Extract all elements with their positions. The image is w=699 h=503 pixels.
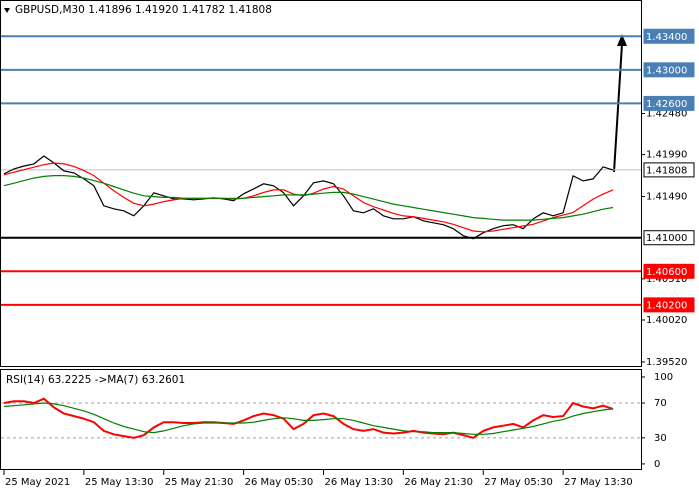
- x-tick-label: 25 May 2021: [5, 477, 70, 488]
- rsi-title: RSI(14) 63.2225 ->MA(7) 63.2601: [6, 374, 185, 386]
- collapse-icon[interactable]: [4, 8, 10, 13]
- x-tick-label: 25 May 21:30: [165, 477, 234, 488]
- level-label-box: [643, 263, 695, 279]
- chart-title: GBPUSD,M30 1.41896 1.41920 1.41782 1.418…: [15, 4, 272, 16]
- level-label: 1.40600: [646, 267, 687, 278]
- y-tick-label: 0: [654, 459, 660, 470]
- level-label: 1.43000: [646, 65, 687, 76]
- y-tick-label: 1.40510: [646, 274, 687, 285]
- y-tick-label: 1.41490: [646, 192, 687, 203]
- x-tick-label: 27 May 05:30: [484, 477, 553, 488]
- series-line: [3, 402, 614, 435]
- forecast-arrow: [613, 34, 627, 173]
- series-line: [3, 397, 614, 439]
- y-tick-label: 1.39520: [646, 357, 687, 368]
- current-price-label: 1.41808: [646, 165, 687, 176]
- y-tick-label: 1.40020: [646, 315, 687, 326]
- y-tick-label: 30: [654, 433, 667, 444]
- level-label: 1.42600: [646, 99, 687, 110]
- series-line: [3, 175, 614, 221]
- y-tick-label: 100: [654, 372, 673, 383]
- x-tick-label: 26 May 13:30: [324, 477, 393, 488]
- x-tick-label: 27 May 13:30: [564, 477, 633, 488]
- level-label-box: [643, 28, 695, 44]
- level-label-box: [643, 230, 695, 246]
- level-label: 1.41000: [646, 233, 687, 244]
- series-line: [3, 155, 614, 240]
- level-label: 1.43400: [646, 32, 687, 43]
- rsi-panel: [0, 369, 642, 470]
- y-tick-label: 70: [654, 398, 667, 409]
- y-tick-label: 1.41990: [646, 150, 687, 161]
- level-label-box: [643, 62, 695, 78]
- x-tick-label: 26 May 05:30: [245, 477, 314, 488]
- x-tick-label: 25 May 13:30: [85, 477, 154, 488]
- main-panel: [0, 0, 642, 367]
- level-label-box: [643, 95, 695, 111]
- level-label: 1.40200: [646, 300, 687, 311]
- y-tick-label: 1.42480: [646, 108, 687, 119]
- current-price-box: [643, 162, 695, 178]
- series-line: [3, 162, 614, 233]
- x-tick-label: 26 May 21:30: [404, 477, 473, 488]
- level-label-box: [643, 297, 695, 313]
